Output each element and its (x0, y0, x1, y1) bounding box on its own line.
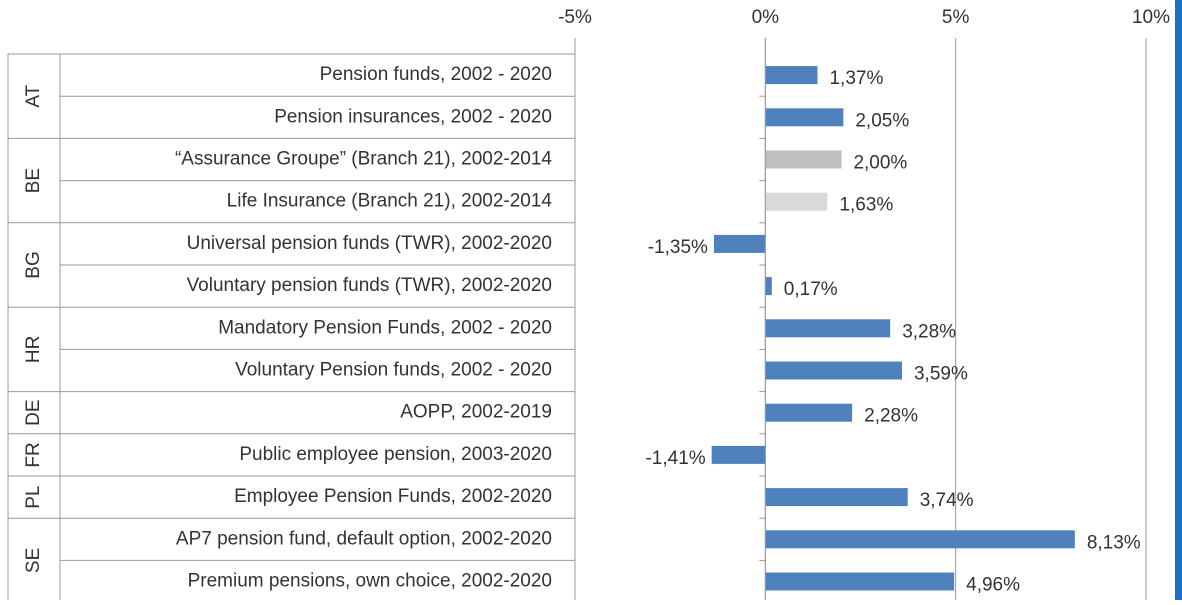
bar (765, 530, 1075, 549)
x-tick-label: -5% (558, 7, 592, 28)
x-tick-label: 5% (942, 7, 970, 28)
category-label: Premium pensions, own choice, 2002-2020 (188, 571, 552, 592)
category-label: Mandatory Pension Funds, 2002 - 2020 (218, 317, 552, 338)
window-edge (1175, 0, 1182, 600)
bar (765, 572, 955, 591)
category-label: Universal pension funds (TWR), 2002-2020 (187, 233, 552, 254)
bar (765, 108, 844, 127)
category-label: Public employee pension, 2003-2020 (239, 444, 552, 465)
value-label: 4,96% (966, 575, 1020, 596)
bar (765, 319, 891, 338)
group-label: BE (23, 168, 44, 193)
value-label: -1,35% (648, 237, 708, 258)
category-label: AOPP, 2002-2019 (400, 402, 552, 423)
group-label: PL (23, 485, 44, 508)
bar (765, 403, 853, 422)
x-tick-label: 0% (752, 7, 780, 28)
group-label: FR (23, 442, 44, 467)
category-label: Voluntary Pension funds, 2002 - 2020 (235, 360, 552, 381)
group-label: SE (23, 548, 44, 573)
bar (765, 192, 828, 211)
value-label: 8,13% (1087, 532, 1141, 553)
group-label: AT (23, 84, 44, 107)
category-label: AP7 pension fund, default option, 2002-2… (176, 528, 552, 549)
category-label: Life Insurance (Branch 21), 2002-2014 (227, 191, 553, 212)
bar (713, 234, 766, 253)
category-label: Employee Pension Funds, 2002-2020 (234, 486, 552, 507)
category-label: Pension funds, 2002 - 2020 (320, 64, 552, 85)
value-label: 0,17% (784, 279, 838, 300)
group-label: BG (23, 251, 44, 278)
value-label: 2,05% (855, 110, 909, 131)
value-label: 2,00% (853, 153, 907, 174)
group-label: HR (23, 336, 44, 363)
bar (765, 66, 818, 85)
value-label: 2,28% (864, 406, 918, 427)
bar (765, 277, 772, 296)
value-label: -1,41% (645, 448, 705, 469)
group-label: DE (23, 399, 44, 425)
value-label: 1,37% (829, 68, 883, 89)
category-label: Voluntary pension funds (TWR), 2002-2020 (187, 275, 552, 296)
value-label: 3,28% (902, 321, 956, 342)
value-label: 3,59% (914, 364, 968, 385)
value-label: 3,74% (920, 490, 974, 511)
bar (765, 150, 842, 169)
category-label: Pension insurances, 2002 - 2020 (274, 106, 552, 127)
x-tick-label: 10% (1132, 7, 1170, 28)
value-label: 1,63% (839, 195, 893, 216)
bar (765, 361, 902, 380)
bar (711, 445, 766, 464)
bar (765, 488, 908, 507)
category-label: “Assurance Groupe” (Branch 21), 2002-201… (175, 149, 552, 170)
